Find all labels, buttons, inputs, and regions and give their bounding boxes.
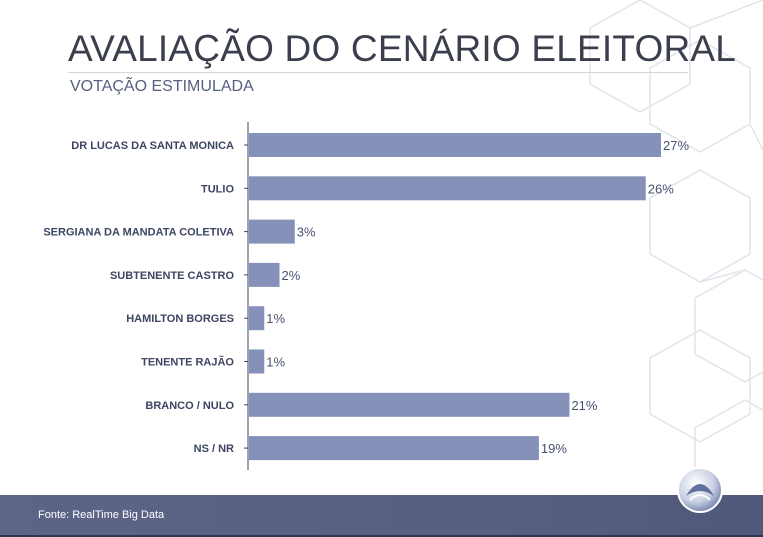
- category-label: BRANCO / NULO: [145, 400, 234, 412]
- bar-value-label: 1%: [266, 311, 285, 326]
- category-label: DR LUCAS DA SANTA MONICA: [71, 140, 234, 152]
- bar-chart: DR LUCAS DA SANTA MONICA 27% TULIO 26% SERGI…: [43, 122, 689, 470]
- bar: [249, 306, 265, 331]
- bar-value-label: 19%: [541, 441, 567, 456]
- title-divider: [68, 72, 688, 73]
- page-subtitle: VOTAÇÃO ESTIMULADA: [70, 78, 254, 95]
- category-label: SERGIANA DA MANDATA COLETIVA: [43, 227, 234, 239]
- bar-value-label: 1%: [266, 355, 285, 370]
- category-label: TULIO: [201, 183, 234, 195]
- category-label: HAMILTON BORGES: [126, 313, 234, 325]
- bar-value-label: 26%: [648, 181, 674, 196]
- bar: [249, 262, 280, 287]
- broadcaster-logo-icon: [677, 467, 723, 513]
- bar: [249, 219, 295, 244]
- bar: [249, 176, 646, 201]
- bar: [249, 436, 539, 461]
- bar-value-label: 21%: [571, 398, 597, 413]
- bar-value-label: 27%: [663, 138, 689, 153]
- bar: [249, 392, 570, 417]
- category-label: TENENTE RAJÃO: [141, 356, 234, 369]
- bar-value-label: 2%: [282, 268, 301, 283]
- footer-bottom-line: [0, 535, 763, 537]
- page-title: AVALIAÇÃO DO CENÁRIO ELEITORAL: [68, 28, 737, 69]
- source-note: Fonte: RealTime Big Data: [38, 509, 165, 521]
- footer-bar: Fonte: RealTime Big Data: [0, 495, 763, 537]
- bar: [249, 349, 265, 374]
- bar-value-label: 3%: [297, 225, 316, 240]
- bar: [249, 133, 661, 157]
- category-label: SUBTENENTE CASTRO: [110, 270, 235, 282]
- category-label: NS / NR: [194, 443, 234, 455]
